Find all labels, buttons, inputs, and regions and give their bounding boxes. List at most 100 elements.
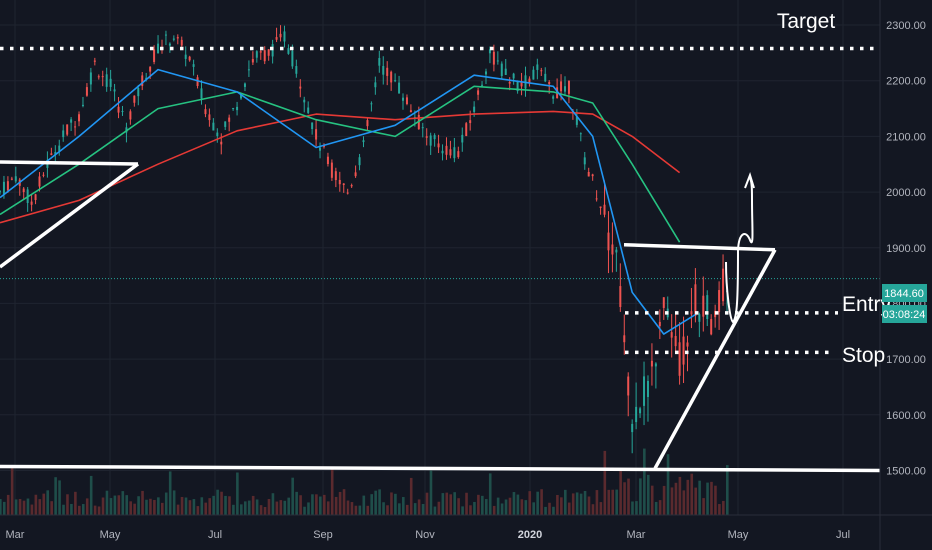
volume-bar [512, 492, 516, 515]
volume-bar [157, 497, 160, 515]
volume-bar [334, 496, 338, 515]
volume-bar [694, 487, 697, 515]
candle-body [500, 63, 503, 76]
candle-body [350, 185, 353, 187]
candle-body [22, 188, 25, 193]
candle-body [544, 73, 547, 82]
volume-bar [322, 494, 326, 515]
candle-body [299, 86, 302, 89]
candle-body [599, 206, 602, 208]
candle-body [718, 290, 721, 313]
volume-bar [564, 489, 567, 515]
volume-bar [319, 496, 322, 515]
candle-body [520, 82, 523, 87]
candle-body [121, 110, 124, 112]
volume-bar [271, 493, 275, 515]
candle-body [279, 33, 282, 38]
volume-bars [0, 448, 729, 515]
candle-body [141, 75, 144, 86]
volume-bar [208, 498, 212, 515]
candle-body [477, 90, 480, 95]
candle-body [295, 66, 298, 74]
drawings [0, 46, 881, 473]
volume-bar [473, 501, 476, 515]
volume-bar [536, 491, 539, 515]
volume-bar [698, 480, 701, 515]
volume-bar [58, 480, 61, 515]
candle-body [342, 183, 345, 185]
volume-bar [97, 506, 101, 515]
target-label: Target [777, 10, 836, 33]
volume-bar [382, 502, 385, 515]
candle-body [2, 181, 5, 195]
candle-body [449, 149, 452, 156]
candle-body [137, 88, 140, 97]
x-tick-label: May [100, 529, 121, 541]
candle-body [129, 111, 132, 120]
candle-body [42, 174, 45, 176]
candle-body [188, 56, 191, 61]
candle-body [378, 58, 381, 66]
volume-bar [611, 489, 615, 515]
candle-body [465, 123, 468, 137]
candle-body [552, 96, 555, 99]
volume-bar [133, 503, 136, 515]
volume-bar [425, 492, 429, 515]
volume-bar [275, 501, 279, 515]
candle-body [326, 156, 329, 165]
candle-body [354, 172, 357, 177]
candle-body [710, 319, 713, 335]
candle-body [623, 335, 626, 343]
volume-bar [370, 494, 374, 515]
candle-body [603, 204, 606, 215]
volume-bar [639, 478, 642, 515]
candle-body [164, 34, 167, 36]
volume-bar [599, 502, 603, 515]
candle-body [492, 51, 495, 65]
candle-body [303, 99, 306, 103]
volume-bar [78, 505, 81, 515]
y-tick-label: 1700.00 [886, 354, 926, 366]
volume-bar [461, 506, 464, 515]
candle-body [682, 336, 685, 365]
candle-body [405, 97, 408, 104]
entry-label: Entry [842, 293, 892, 316]
candle-body [220, 141, 223, 145]
y-tick-label: 2300.00 [886, 20, 926, 32]
volume-bar [236, 472, 239, 515]
countdown-label: 03:08:24 [883, 309, 926, 321]
time-axis[interactable]: Mar May Jul Sep Nov 2020 Mar May Jul [0, 514, 932, 541]
volume-bar [666, 454, 670, 515]
volume-bar [575, 492, 579, 515]
volume-bar [706, 482, 709, 515]
candle-body [74, 126, 77, 128]
candle-body [157, 43, 160, 54]
candle-body [702, 295, 705, 317]
volume-bar [366, 505, 370, 515]
candle-body [200, 88, 203, 99]
candle-body [678, 342, 681, 376]
volume-bar [560, 497, 563, 515]
candle-body [698, 314, 701, 322]
candle-body [255, 51, 258, 58]
volume-bar [34, 494, 38, 515]
volume-bar [283, 500, 287, 515]
candle-body [374, 82, 377, 88]
candle-body [540, 70, 543, 72]
x-tick-label: Jul [836, 529, 850, 541]
volume-bar [643, 448, 646, 515]
volume-bar [650, 485, 654, 515]
volume-bar [129, 501, 132, 515]
volume-bar [93, 505, 97, 515]
volume-bar [433, 506, 437, 515]
volume-bar [583, 490, 587, 515]
candle-body [89, 72, 92, 85]
candle-body [587, 171, 590, 177]
volume-bar [516, 494, 520, 515]
volume-bar [548, 502, 551, 515]
candle-body [528, 78, 531, 83]
volume-bar [346, 500, 350, 515]
volume-bar [66, 494, 69, 515]
volume-bar [14, 499, 18, 515]
